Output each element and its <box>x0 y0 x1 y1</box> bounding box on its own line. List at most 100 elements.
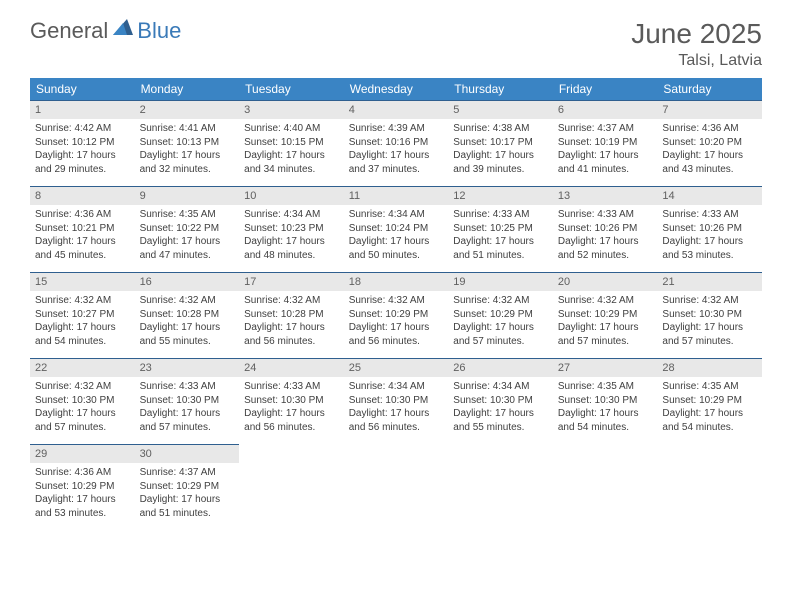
calendar-cell-empty <box>344 444 449 530</box>
day-number: 17 <box>239 273 344 291</box>
day-data: Sunrise: 4:32 AMSunset: 10:30 PMDaylight… <box>30 377 135 440</box>
sunrise-line: Sunrise: 4:35 AM <box>140 208 235 222</box>
page-header: General Blue June 2025 Talsi, Latvia <box>0 0 792 78</box>
day-data: Sunrise: 4:32 AMSunset: 10:28 PMDaylight… <box>135 291 240 354</box>
day-number: 9 <box>135 187 240 205</box>
day-number: 13 <box>553 187 658 205</box>
calendar-cell: 9Sunrise: 4:35 AMSunset: 10:22 PMDayligh… <box>135 186 240 272</box>
day-number: 1 <box>30 101 135 119</box>
daylight-line: Daylight: 17 hours and 51 minutes. <box>140 493 235 520</box>
sunrise-line: Sunrise: 4:38 AM <box>453 122 548 136</box>
day-number: 29 <box>30 445 135 463</box>
day-data: Sunrise: 4:42 AMSunset: 10:12 PMDaylight… <box>30 119 135 182</box>
day-number: 12 <box>448 187 553 205</box>
sunset-line: Sunset: 10:30 PM <box>558 394 653 408</box>
day-data: Sunrise: 4:32 AMSunset: 10:29 PMDaylight… <box>448 291 553 354</box>
calendar-cell: 5Sunrise: 4:38 AMSunset: 10:17 PMDayligh… <box>448 100 553 186</box>
sunset-line: Sunset: 10:29 PM <box>558 308 653 322</box>
sunrise-line: Sunrise: 4:37 AM <box>558 122 653 136</box>
day-data: Sunrise: 4:33 AMSunset: 10:25 PMDaylight… <box>448 205 553 268</box>
day-data: Sunrise: 4:33 AMSunset: 10:26 PMDaylight… <box>553 205 658 268</box>
calendar-cell: 24Sunrise: 4:33 AMSunset: 10:30 PMDaylig… <box>239 358 344 444</box>
day-number: 27 <box>553 359 658 377</box>
day-data: Sunrise: 4:39 AMSunset: 10:16 PMDaylight… <box>344 119 449 182</box>
sunrise-line: Sunrise: 4:32 AM <box>244 294 339 308</box>
day-number: 26 <box>448 359 553 377</box>
daylight-line: Daylight: 17 hours and 53 minutes. <box>35 493 130 520</box>
sunset-line: Sunset: 10:23 PM <box>244 222 339 236</box>
daylight-line: Daylight: 17 hours and 54 minutes. <box>35 321 130 348</box>
day-number: 5 <box>448 101 553 119</box>
sunset-line: Sunset: 10:26 PM <box>558 222 653 236</box>
calendar-cell: 19Sunrise: 4:32 AMSunset: 10:29 PMDaylig… <box>448 272 553 358</box>
day-data: Sunrise: 4:32 AMSunset: 10:28 PMDaylight… <box>239 291 344 354</box>
sunrise-line: Sunrise: 4:36 AM <box>662 122 757 136</box>
sunrise-line: Sunrise: 4:36 AM <box>35 466 130 480</box>
day-data: Sunrise: 4:33 AMSunset: 10:26 PMDaylight… <box>657 205 762 268</box>
calendar-cell: 3Sunrise: 4:40 AMSunset: 10:15 PMDayligh… <box>239 100 344 186</box>
day-data: Sunrise: 4:34 AMSunset: 10:30 PMDaylight… <box>344 377 449 440</box>
daylight-line: Daylight: 17 hours and 37 minutes. <box>349 149 444 176</box>
logo-text-blue: Blue <box>137 18 181 44</box>
calendar-cell: 2Sunrise: 4:41 AMSunset: 10:13 PMDayligh… <box>135 100 240 186</box>
calendar-cell: 25Sunrise: 4:34 AMSunset: 10:30 PMDaylig… <box>344 358 449 444</box>
sunrise-line: Sunrise: 4:34 AM <box>453 380 548 394</box>
sunset-line: Sunset: 10:12 PM <box>35 136 130 150</box>
daylight-line: Daylight: 17 hours and 29 minutes. <box>35 149 130 176</box>
weekday-header: Thursday <box>448 78 553 100</box>
calendar-cell: 28Sunrise: 4:35 AMSunset: 10:29 PMDaylig… <box>657 358 762 444</box>
sunrise-line: Sunrise: 4:40 AM <box>244 122 339 136</box>
calendar-cell: 27Sunrise: 4:35 AMSunset: 10:30 PMDaylig… <box>553 358 658 444</box>
calendar: SundayMondayTuesdayWednesdayThursdayFrid… <box>0 78 792 530</box>
day-number: 11 <box>344 187 449 205</box>
sunset-line: Sunset: 10:29 PM <box>35 480 130 494</box>
day-data: Sunrise: 4:34 AMSunset: 10:30 PMDaylight… <box>448 377 553 440</box>
day-number: 18 <box>344 273 449 291</box>
calendar-cell: 6Sunrise: 4:37 AMSunset: 10:19 PMDayligh… <box>553 100 658 186</box>
calendar-cell: 21Sunrise: 4:32 AMSunset: 10:30 PMDaylig… <box>657 272 762 358</box>
day-number: 28 <box>657 359 762 377</box>
daylight-line: Daylight: 17 hours and 32 minutes. <box>140 149 235 176</box>
logo-text-general: General <box>30 18 108 44</box>
month-title: June 2025 <box>631 18 762 50</box>
day-data: Sunrise: 4:32 AMSunset: 10:30 PMDaylight… <box>657 291 762 354</box>
day-data: Sunrise: 4:35 AMSunset: 10:30 PMDaylight… <box>553 377 658 440</box>
daylight-line: Daylight: 17 hours and 50 minutes. <box>349 235 444 262</box>
sunset-line: Sunset: 10:24 PM <box>349 222 444 236</box>
sunrise-line: Sunrise: 4:34 AM <box>244 208 339 222</box>
day-data: Sunrise: 4:34 AMSunset: 10:23 PMDaylight… <box>239 205 344 268</box>
day-number: 20 <box>553 273 658 291</box>
daylight-line: Daylight: 17 hours and 57 minutes. <box>662 321 757 348</box>
calendar-cell-empty <box>553 444 658 530</box>
sunset-line: Sunset: 10:30 PM <box>35 394 130 408</box>
weekday-header: Monday <box>135 78 240 100</box>
daylight-line: Daylight: 17 hours and 54 minutes. <box>558 407 653 434</box>
day-number: 2 <box>135 101 240 119</box>
sunset-line: Sunset: 10:30 PM <box>349 394 444 408</box>
daylight-line: Daylight: 17 hours and 41 minutes. <box>558 149 653 176</box>
sunset-line: Sunset: 10:29 PM <box>662 394 757 408</box>
calendar-cell: 14Sunrise: 4:33 AMSunset: 10:26 PMDaylig… <box>657 186 762 272</box>
sunset-line: Sunset: 10:20 PM <box>662 136 757 150</box>
calendar-cell: 20Sunrise: 4:32 AMSunset: 10:29 PMDaylig… <box>553 272 658 358</box>
sunrise-line: Sunrise: 4:32 AM <box>35 380 130 394</box>
day-data: Sunrise: 4:36 AMSunset: 10:21 PMDaylight… <box>30 205 135 268</box>
calendar-cell: 26Sunrise: 4:34 AMSunset: 10:30 PMDaylig… <box>448 358 553 444</box>
day-data: Sunrise: 4:38 AMSunset: 10:17 PMDaylight… <box>448 119 553 182</box>
sunrise-line: Sunrise: 4:33 AM <box>662 208 757 222</box>
calendar-header-row: SundayMondayTuesdayWednesdayThursdayFrid… <box>30 78 762 100</box>
sunset-line: Sunset: 10:15 PM <box>244 136 339 150</box>
sunset-line: Sunset: 10:25 PM <box>453 222 548 236</box>
day-number: 3 <box>239 101 344 119</box>
daylight-line: Daylight: 17 hours and 55 minutes. <box>453 407 548 434</box>
calendar-cell: 30Sunrise: 4:37 AMSunset: 10:29 PMDaylig… <box>135 444 240 530</box>
daylight-line: Daylight: 17 hours and 54 minutes. <box>662 407 757 434</box>
calendar-cell: 17Sunrise: 4:32 AMSunset: 10:28 PMDaylig… <box>239 272 344 358</box>
day-number: 10 <box>239 187 344 205</box>
day-data: Sunrise: 4:36 AMSunset: 10:29 PMDaylight… <box>30 463 135 526</box>
day-number: 19 <box>448 273 553 291</box>
daylight-line: Daylight: 17 hours and 53 minutes. <box>662 235 757 262</box>
title-block: June 2025 Talsi, Latvia <box>631 18 762 70</box>
day-data: Sunrise: 4:33 AMSunset: 10:30 PMDaylight… <box>135 377 240 440</box>
sunrise-line: Sunrise: 4:33 AM <box>558 208 653 222</box>
